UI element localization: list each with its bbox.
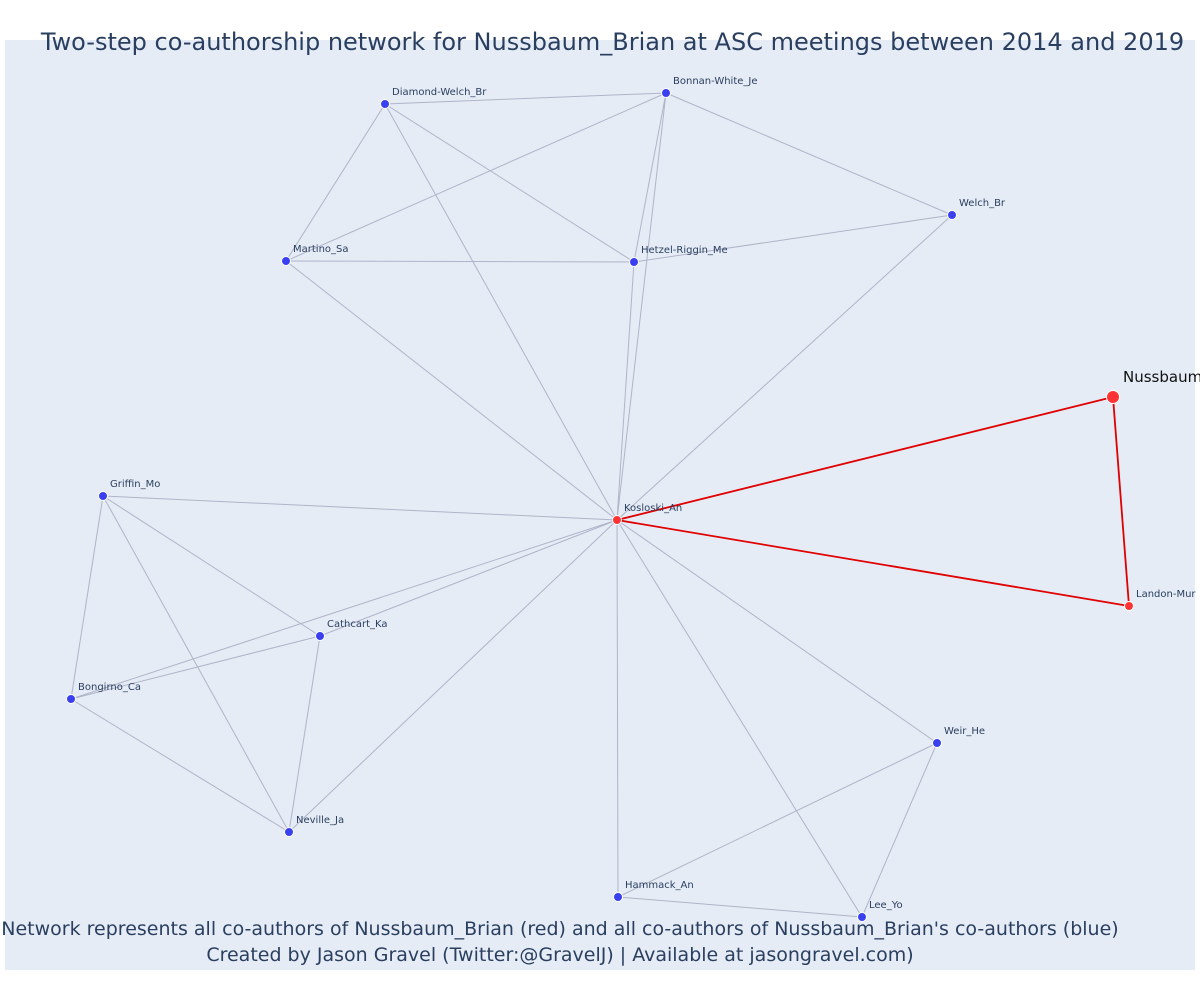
edge-kosloski-an-landon-mur — [616, 519, 1130, 607]
edges-layer — [70, 92, 1130, 918]
node-cathcart-ka[interactable] — [315, 631, 325, 641]
caption-line-1: Network represents all co-authors of Nus… — [1, 918, 1119, 940]
edge-weir-he-kosloski-an — [616, 519, 938, 744]
edge-diamond-welch-br-hetzel-riggin-me — [384, 103, 635, 263]
chart-title: Two-step co-authorship network for Nussb… — [40, 28, 1185, 56]
node-label-diamond-welch-br: Diamond-Welch_Br — [392, 87, 487, 98]
edge-cathcart-ka-bongirno-ca — [70, 635, 321, 700]
node-lee-yo[interactable] — [857, 912, 867, 922]
node-neville-ja[interactable] — [284, 827, 294, 837]
node-label-welch-br: Welch_Br — [959, 198, 1006, 209]
node-label-kosloski-an: Kosloski_An — [624, 503, 682, 514]
edge-weir-he-hammack-an — [617, 742, 938, 898]
node-bongirno-ca[interactable] — [66, 694, 76, 704]
edge-diamond-welch-br-bonnan-white-je — [384, 92, 667, 105]
node-griffin-mo[interactable] — [98, 491, 108, 501]
node-diamond-welch-br[interactable] — [380, 99, 390, 109]
edge-bongirno-ca-neville-ja — [70, 698, 290, 833]
node-label-nussbaum-brian: Nussbaum_Brian — [1123, 368, 1200, 387]
node-label-lee-yo: Lee_Yo — [869, 900, 903, 911]
edge-bongirno-ca-kosloski-an — [70, 519, 618, 700]
node-hammack-an[interactable] — [613, 892, 623, 902]
edge-hammack-an-kosloski-an — [616, 519, 619, 898]
edge-lee-yo-kosloski-an — [616, 519, 863, 918]
edge-martino-sa-hetzel-riggin-me — [285, 260, 635, 263]
edge-weir-he-lee-yo — [861, 742, 938, 918]
node-martino-sa[interactable] — [281, 256, 291, 266]
caption-line-2: Created by Jason Gravel (Twitter:@Gravel… — [206, 944, 914, 966]
edge-nussbaum-brian-kosloski-an — [616, 396, 1114, 521]
node-label-landon-mur: Landon-Mur — [1136, 589, 1196, 600]
edge-griffin-mo-cathcart-ka — [102, 495, 321, 637]
node-label-cathcart-ka: Cathcart_Ka — [327, 619, 388, 630]
node-landon-mur[interactable] — [1124, 601, 1134, 611]
node-welch-br[interactable] — [947, 210, 957, 220]
node-label-griffin-mo: Griffin_Mo — [110, 479, 160, 490]
node-label-neville-ja: Neville_Ja — [296, 815, 344, 826]
edge-bonnan-white-je-welch-br — [665, 92, 953, 216]
nodes-layer — [66, 88, 1134, 922]
edge-bonnan-white-je-martino-sa — [285, 92, 667, 262]
edge-diamond-welch-br-kosloski-an — [384, 103, 618, 521]
edge-griffin-mo-neville-ja — [102, 495, 290, 833]
edge-hammack-an-lee-yo — [617, 896, 863, 918]
edge-hetzel-riggin-me-kosloski-an — [616, 261, 635, 521]
node-nussbaum-brian[interactable] — [1106, 390, 1120, 404]
node-weir-he[interactable] — [932, 738, 942, 748]
edge-cathcart-ka-neville-ja — [288, 635, 321, 833]
edge-martino-sa-kosloski-an — [285, 260, 618, 521]
edge-bonnan-white-je-kosloski-an — [616, 92, 667, 521]
node-bonnan-white-je[interactable] — [661, 88, 671, 98]
edge-griffin-mo-bongirno-ca — [70, 495, 104, 700]
node-label-martino-sa: Martino_Sa — [293, 244, 349, 255]
edge-cathcart-ka-kosloski-an — [319, 519, 618, 637]
node-label-hetzel-riggin-me: Hetzel-Riggin_Me — [641, 245, 728, 256]
node-kosloski-an[interactable] — [612, 515, 622, 525]
edge-griffin-mo-kosloski-an — [102, 495, 618, 521]
edge-welch-br-hetzel-riggin-me — [633, 214, 953, 263]
node-label-bonnan-white-je: Bonnan-White_Je — [673, 76, 758, 87]
node-hetzel-riggin-me[interactable] — [629, 257, 639, 267]
edge-neville-ja-kosloski-an — [288, 519, 618, 833]
plot-background — [5, 40, 1195, 970]
node-label-weir-he: Weir_He — [944, 726, 985, 737]
labels-layer: Nussbaum_Brian Kosloski_An Landon-Mur Diamo… — [78, 76, 1200, 911]
edge-welch-br-kosloski-an — [616, 214, 953, 521]
node-label-hammack-an: Hammack_An — [625, 880, 694, 891]
edge-bonnan-white-je-hetzel-riggin-me — [633, 92, 667, 263]
edge-diamond-welch-br-martino-sa — [285, 103, 386, 262]
edge-nussbaum-brian-landon-mur — [1112, 396, 1130, 607]
node-label-bongirno-ca: Bongirno_Ca — [78, 682, 141, 693]
